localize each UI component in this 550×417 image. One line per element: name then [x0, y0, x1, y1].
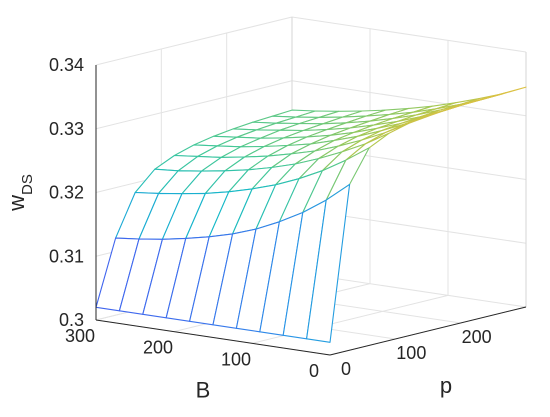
z-axis-label: wDS — [4, 174, 36, 212]
axis-lines — [95, 65, 527, 356]
y-axis-label: p — [440, 373, 452, 398]
x-tick-label: 100 — [221, 349, 251, 369]
y-tick-label: 100 — [396, 343, 426, 363]
y-tick-label: 200 — [462, 327, 492, 347]
z-tick-label: 0.34 — [49, 55, 84, 75]
z-grid-line — [291, 80, 527, 117]
z-grid-line — [95, 16, 293, 66]
x-tick-label: 200 — [143, 338, 173, 358]
y-tick-label: 0 — [341, 359, 351, 379]
tick-labels: 0.3 0.31 0.32 0.33 0.34 0 100 200 300 0 100 200 — [49, 55, 492, 381]
y-axis-line — [329, 306, 527, 356]
x-axis-line — [95, 319, 331, 356]
z-axis-label-main: w — [4, 195, 29, 212]
x-axis-label: B — [196, 378, 211, 403]
surface-patch — [306, 183, 351, 343]
x-tick-label: 0 — [309, 361, 319, 381]
z-grid-line — [291, 16, 527, 53]
x-tick-label: 300 — [65, 326, 95, 346]
z-grid-line — [95, 80, 293, 130]
z-tick-label: 0.33 — [49, 119, 84, 139]
z-axis-label-subscript: DS — [19, 174, 36, 195]
surface-mesh — [95, 86, 527, 343]
z-tick-label: 0.31 — [49, 246, 84, 266]
z-tick-label: 0.3 — [59, 310, 84, 330]
z-tick-label: 0.32 — [49, 183, 84, 203]
